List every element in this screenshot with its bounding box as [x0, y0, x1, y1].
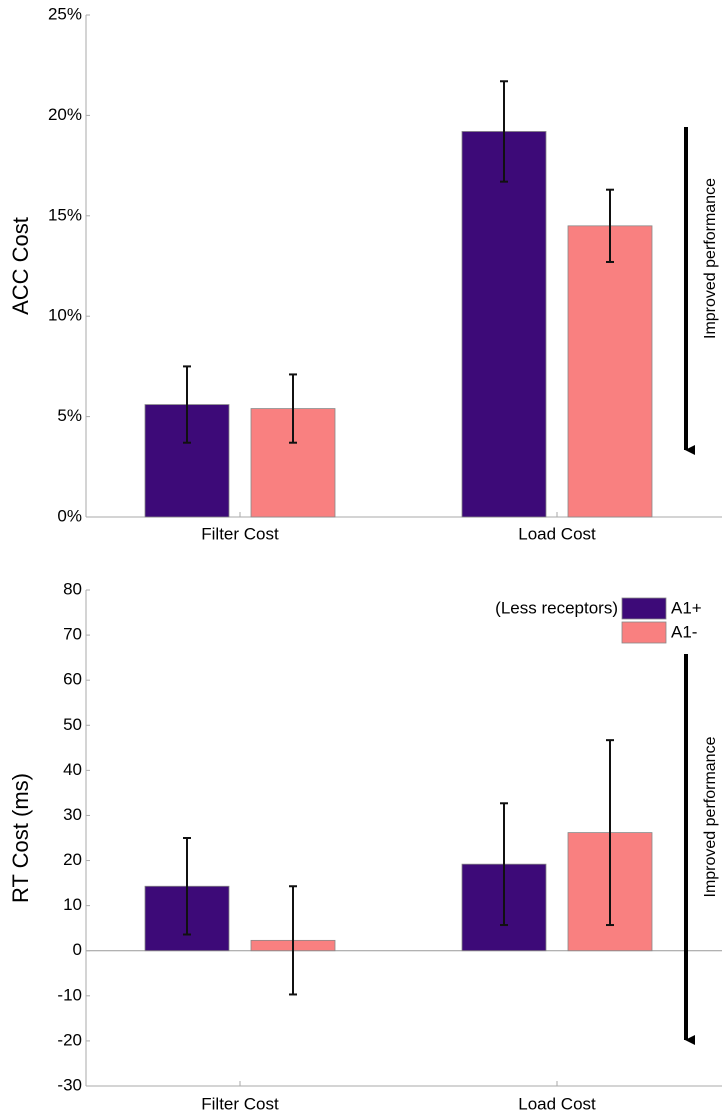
y-tick-label: -30	[57, 1075, 82, 1094]
y-tick-label: 20	[63, 850, 82, 869]
y-tick-label: 10%	[48, 306, 82, 325]
annotation: Improved performance	[702, 178, 719, 339]
y-tick-label: 70	[63, 625, 82, 644]
legend-swatch	[621, 621, 667, 644]
y-tick-label: -20	[57, 1030, 82, 1049]
x-tick-label: Load Cost	[518, 1094, 596, 1113]
bar	[461, 131, 547, 518]
y-tick-label: 60	[63, 670, 82, 689]
y-tick-label: 15%	[48, 205, 82, 224]
y-tick-label: 25%	[48, 4, 82, 23]
bar	[567, 225, 653, 518]
y-tick-label: -10	[57, 985, 82, 1004]
x-tick-label: Filter Cost	[201, 524, 279, 543]
y-tick-label: 50	[63, 715, 82, 734]
y-tick-label: 20%	[48, 105, 82, 124]
y-tick-label: 0	[73, 940, 82, 959]
x-tick-label: Load Cost	[518, 524, 596, 543]
y-tick-label: 80	[63, 579, 82, 598]
y-tick-label: 0%	[57, 506, 82, 525]
legend-label: A1+	[671, 598, 702, 617]
y-tick-label: 40	[63, 760, 82, 779]
legend-swatch	[621, 597, 667, 620]
y-tick-label: 30	[63, 805, 82, 824]
legend-note: (Less receptors)	[495, 598, 618, 617]
y-tick-label: 10	[63, 895, 82, 914]
y-tick-label: 5%	[57, 406, 82, 425]
y-axis-label: RT Cost (ms)	[8, 773, 33, 903]
legend-label: A1-	[671, 622, 697, 641]
x-tick-label: Filter Cost	[201, 1094, 279, 1113]
annotation: Improved performance	[702, 736, 719, 897]
y-axis-label: ACC Cost	[8, 217, 33, 315]
